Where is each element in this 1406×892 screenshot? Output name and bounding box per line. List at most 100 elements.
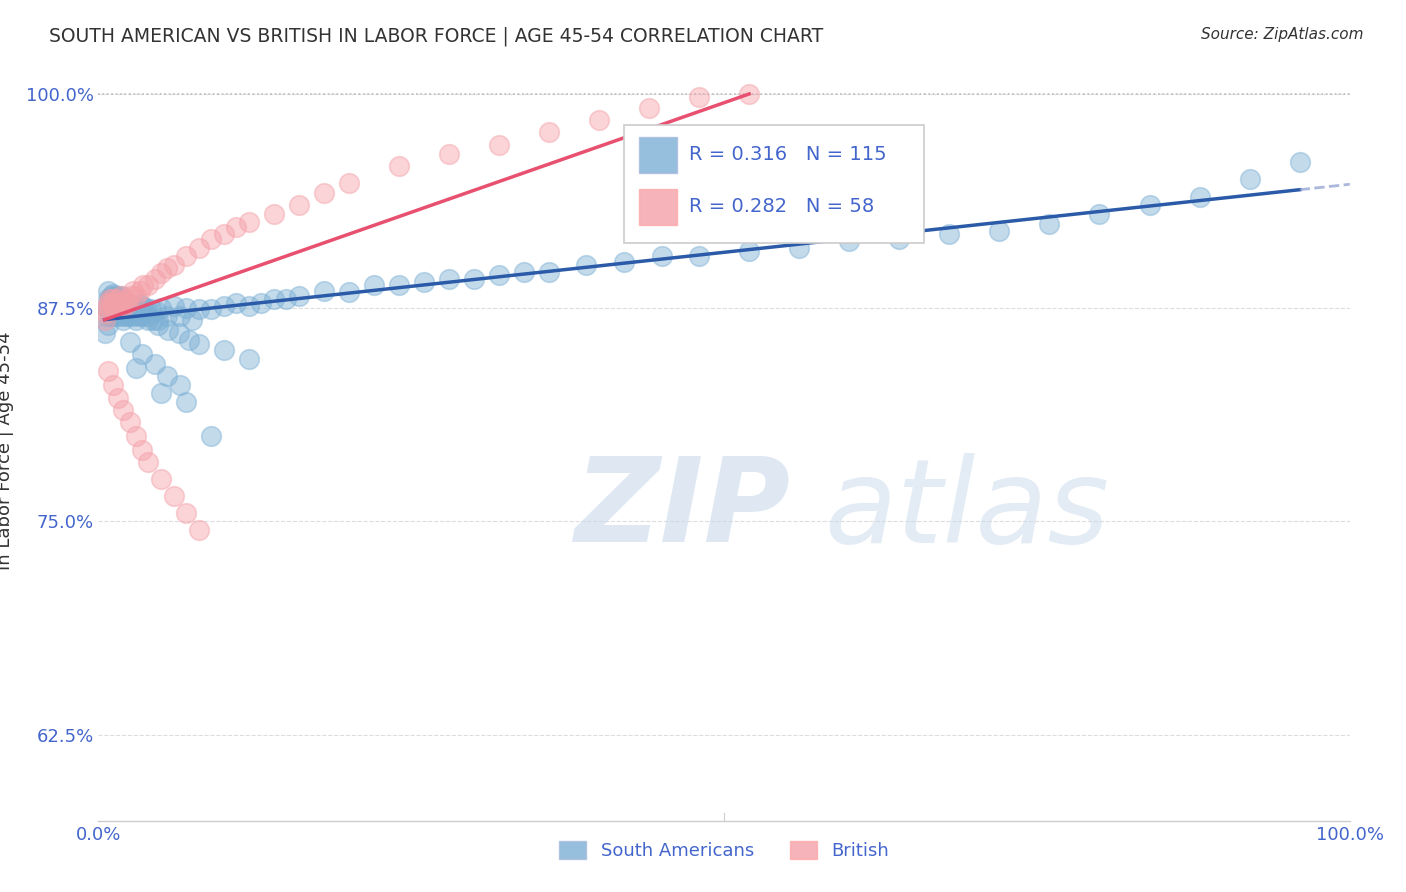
Point — [156, 310, 179, 324]
Text: SOUTH AMERICAN VS BRITISH IN LABOR FORCE | AGE 45-54 CORRELATION CHART: SOUTH AMERICAN VS BRITISH IN LABOR FORCE… — [49, 27, 824, 46]
Point — [150, 472, 173, 486]
Point — [117, 310, 139, 324]
Point — [110, 292, 132, 306]
Point — [97, 295, 120, 310]
Point — [96, 301, 118, 315]
Point — [787, 241, 810, 255]
Point — [363, 278, 385, 293]
Point — [125, 289, 148, 303]
Point — [107, 301, 129, 315]
Point — [169, 310, 191, 324]
Point — [115, 292, 138, 306]
Point — [1288, 155, 1310, 169]
FancyBboxPatch shape — [638, 137, 676, 173]
Legend: South Americans, British: South Americans, British — [551, 833, 897, 867]
Point — [127, 310, 149, 324]
Point — [131, 299, 153, 313]
Point — [127, 301, 149, 315]
Point — [688, 249, 710, 263]
Point — [131, 347, 153, 361]
Point — [889, 232, 911, 246]
Point — [94, 310, 117, 324]
Point — [120, 289, 142, 303]
Point — [238, 215, 260, 229]
Point — [150, 301, 173, 315]
Point — [104, 289, 127, 303]
Point — [1139, 198, 1161, 212]
Point — [110, 304, 132, 318]
Point — [105, 292, 128, 306]
Point — [115, 306, 138, 320]
Point — [143, 357, 166, 371]
Point — [250, 295, 273, 310]
Point — [129, 310, 152, 324]
Point — [488, 268, 510, 283]
Point — [200, 429, 222, 443]
Point — [638, 101, 661, 115]
Point — [107, 292, 129, 306]
Y-axis label: In Labor Force | Age 45-54: In Labor Force | Age 45-54 — [0, 331, 14, 570]
Text: R = 0.316   N = 115: R = 0.316 N = 115 — [689, 145, 887, 164]
Point — [238, 299, 260, 313]
Point — [287, 198, 309, 212]
Point — [108, 295, 131, 310]
Point — [100, 301, 122, 315]
Point — [128, 284, 150, 298]
Point — [107, 301, 129, 315]
Point — [312, 186, 335, 201]
Point — [187, 523, 209, 537]
Point — [111, 301, 134, 315]
Point — [437, 146, 460, 161]
Point — [688, 90, 710, 104]
Text: ZIP: ZIP — [574, 452, 790, 567]
Point — [101, 295, 124, 310]
Point — [98, 292, 121, 306]
Point — [312, 284, 335, 298]
Point — [212, 227, 235, 242]
FancyBboxPatch shape — [624, 125, 924, 244]
Point — [114, 310, 136, 324]
Point — [104, 301, 127, 315]
Point — [105, 306, 128, 320]
Point — [118, 334, 141, 349]
Point — [124, 299, 146, 313]
Point — [388, 159, 411, 173]
Point — [103, 377, 125, 392]
Point — [138, 278, 160, 293]
Point — [1038, 217, 1060, 231]
Point — [162, 299, 184, 313]
Point — [157, 323, 180, 337]
Point — [112, 299, 135, 313]
Point — [388, 278, 411, 293]
Point — [167, 326, 190, 341]
Point — [650, 249, 672, 263]
Point — [174, 506, 197, 520]
Point — [120, 306, 142, 320]
Point — [187, 336, 209, 351]
Point — [142, 312, 165, 326]
Point — [104, 295, 127, 310]
Point — [93, 326, 115, 341]
Point — [1239, 172, 1261, 186]
Point — [537, 125, 560, 139]
Point — [122, 284, 145, 298]
Point — [263, 292, 285, 306]
Point — [105, 292, 128, 306]
Point — [98, 292, 121, 306]
Point — [110, 289, 132, 303]
Point — [138, 310, 160, 324]
Point — [125, 360, 148, 375]
Point — [200, 232, 222, 246]
Point — [125, 312, 148, 326]
Point — [117, 295, 139, 310]
Point — [838, 234, 860, 248]
Point — [174, 301, 197, 315]
Point — [225, 220, 247, 235]
Text: Source: ZipAtlas.com: Source: ZipAtlas.com — [1201, 27, 1364, 42]
Point — [575, 258, 598, 272]
Point — [1188, 189, 1211, 203]
Point — [145, 304, 167, 318]
Point — [337, 285, 360, 300]
Point — [104, 310, 127, 324]
Point — [115, 297, 138, 311]
